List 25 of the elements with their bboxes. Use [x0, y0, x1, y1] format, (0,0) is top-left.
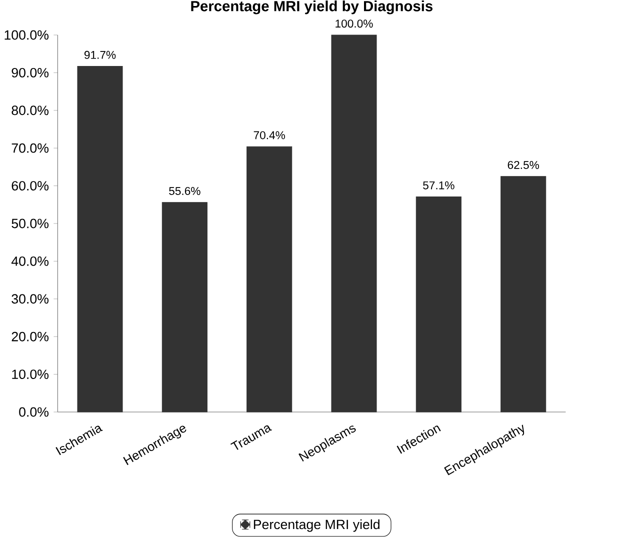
data-label: 62.5% [508, 160, 540, 169]
data-label: 91.7% [84, 50, 116, 59]
y-tick-label: 60.0% [12, 181, 48, 191]
y-tick-label: 20.0% [12, 332, 48, 342]
data-label: 70.4% [254, 131, 286, 140]
y-tick-label: 70.0% [12, 143, 48, 153]
y-tick-label: 100.0% [4, 30, 48, 40]
y-tick-label: 50.0% [12, 218, 48, 228]
y-tick-label: 90.0% [12, 68, 48, 78]
bar [416, 196, 462, 412]
bar [162, 202, 208, 412]
y-tick-label: 30.0% [12, 294, 48, 304]
y-tick-label: 10.0% [12, 370, 48, 380]
y-tick-label: 0.0% [19, 407, 48, 417]
y-tick-label: 40.0% [11, 256, 48, 266]
bar [500, 176, 546, 412]
data-label: 100.0% [336, 20, 373, 28]
bar [77, 66, 123, 412]
data-label: 57.1% [423, 181, 454, 190]
data-label: 55.6% [169, 186, 200, 195]
y-tick-label: 80.0% [12, 106, 48, 116]
bar [331, 34, 377, 412]
legend-label: Percentage MRI yield [254, 519, 380, 532]
bar [246, 146, 292, 412]
chart-title: Percentage MRI yield by Diagnosis [191, 0, 432, 14]
